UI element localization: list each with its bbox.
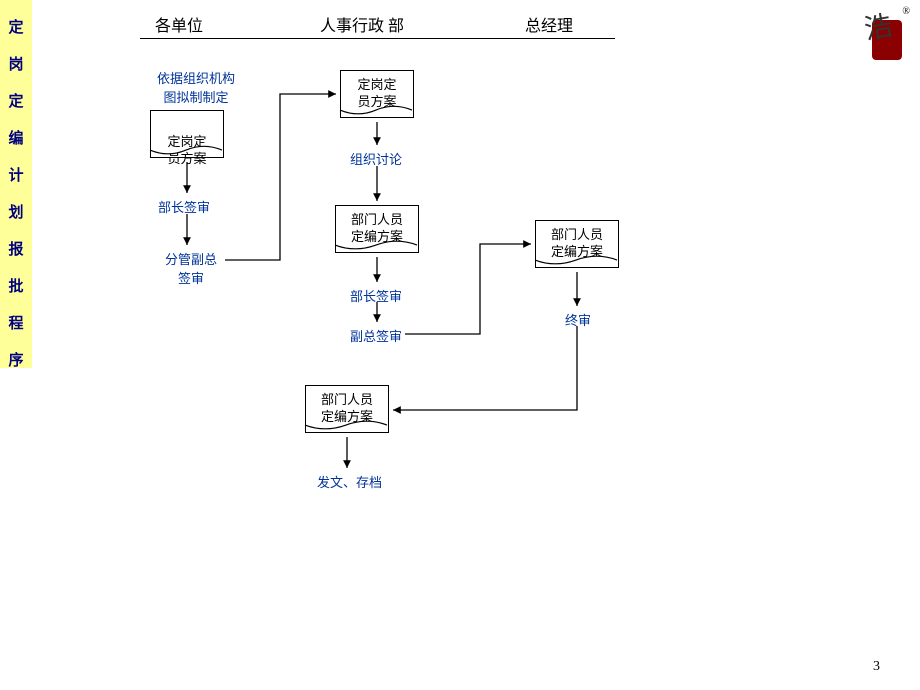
- doc-box-5: 部门人员 定编方案: [305, 385, 389, 433]
- sidebar-char: 定: [8, 16, 23, 37]
- doc-box-2: 定岗定 员方案: [340, 70, 414, 118]
- label-deputy-sign-2: 副总签审: [350, 326, 402, 345]
- sidebar-char: 岗: [8, 53, 23, 74]
- brush-char-icon: 浩: [861, 4, 896, 48]
- doc-curl-icon: [305, 419, 387, 433]
- sidebar-char: 序: [8, 349, 23, 370]
- label-deputy-sign: 分管副总 签审: [156, 249, 226, 287]
- label-dept-sign-2: 部长签审: [350, 286, 402, 305]
- sidebar-title: 定 岗 定 编 计 划 报 批 程 序: [0, 0, 32, 368]
- sidebar-char: 程: [8, 312, 23, 333]
- sidebar-char: 编: [8, 127, 23, 148]
- sidebar-char: 批: [8, 275, 23, 296]
- label-discuss: 组织讨论: [350, 149, 402, 168]
- flowchart-arrows: [0, 0, 920, 690]
- doc-box-1: 定岗定 员方案: [150, 110, 224, 158]
- sidebar-char: 定: [8, 90, 23, 111]
- doc-box-3: 部门人员 定编方案: [335, 205, 419, 253]
- label-dept-sign-1: 部长签审: [158, 197, 210, 216]
- doc-curl-icon: [335, 239, 417, 253]
- brand-logo: 浩 ®: [866, 8, 908, 62]
- doc-box-4: 部门人员 定编方案: [535, 220, 619, 268]
- doc-curl-icon: [340, 104, 412, 118]
- sidebar-char: 计: [8, 164, 23, 185]
- label-publish: 发文、存档: [317, 472, 382, 491]
- page-number: 3: [873, 659, 880, 675]
- column-header-2: 人事行政 部: [320, 12, 404, 36]
- doc-curl-icon: [150, 144, 222, 158]
- label-prepare: 依据组织机构 图拟制制定: [146, 68, 246, 106]
- label-final: 终审: [565, 310, 591, 329]
- sidebar-char: 划: [8, 201, 23, 222]
- sidebar-char: 报: [8, 238, 23, 259]
- column-header-3: 总经理: [525, 12, 573, 36]
- doc-curl-icon: [535, 254, 617, 268]
- column-header-1: 各单位: [155, 12, 203, 36]
- column-header-row: 各单位 人事行政 部 总经理: [140, 12, 615, 39]
- registered-icon: ®: [902, 6, 910, 17]
